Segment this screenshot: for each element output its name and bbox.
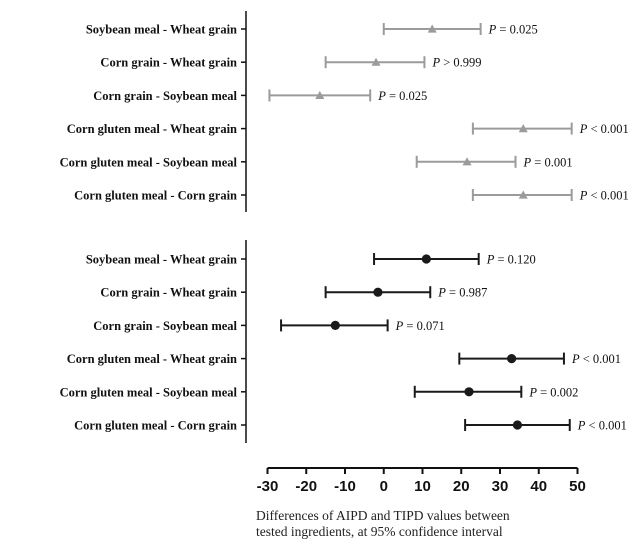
p-value-text: = 0.025 (386, 89, 427, 103)
x-axis-title: tested ingredients, at 95% confidence in… (256, 524, 503, 539)
p-value-text: = 0.025 (496, 23, 537, 37)
p-value-label: P = 0.002 (528, 385, 578, 399)
p-value-label: P < 0.001 (579, 189, 629, 203)
p-value-text: = 0.120 (494, 253, 535, 267)
estimate-point (462, 157, 472, 166)
p-value-symbol: P (437, 286, 446, 300)
p-value-symbol: P (488, 23, 497, 37)
p-value-symbol: P (395, 319, 404, 333)
estimate-point (421, 254, 431, 264)
p-value-label: P = 0.987 (437, 286, 487, 300)
x-tick-label: -20 (295, 478, 317, 495)
p-value-label: P = 0.001 (523, 155, 573, 169)
p-value-text: < 0.001 (580, 352, 621, 366)
category-label: Corn grain - Soybean meal (93, 319, 237, 333)
estimate-point (518, 124, 528, 133)
p-value-text: > 0.999 (440, 56, 481, 70)
p-value-label: P = 0.071 (395, 319, 445, 333)
category-label: Corn gluten meal - Wheat grain (67, 352, 237, 366)
p-value-label: P = 0.120 (486, 253, 536, 267)
p-value-text: = 0.071 (403, 319, 444, 333)
p-value-symbol: P (579, 122, 588, 136)
x-tick-label: 50 (569, 478, 586, 495)
x-tick-label: 10 (414, 478, 431, 495)
p-value-text: = 0.987 (446, 286, 487, 300)
x-tick-label: 40 (530, 478, 547, 495)
category-label: Corn grain - Wheat grain (100, 286, 237, 300)
p-value-label: P < 0.001 (577, 419, 627, 433)
estimate-point (427, 24, 437, 33)
p-value-symbol: P (577, 419, 586, 433)
p-value-symbol: P (571, 352, 580, 366)
p-value-text: < 0.001 (587, 189, 628, 203)
category-label: Corn gluten meal - Corn grain (74, 419, 237, 433)
category-label: Corn gluten meal - Soybean meal (60, 155, 238, 169)
estimate-point (371, 57, 381, 66)
p-value-symbol: P (486, 253, 495, 267)
category-label: Soybean meal - Wheat grain (86, 23, 237, 37)
category-label: Soybean meal - Wheat grain (86, 253, 237, 267)
category-label: Corn grain - Wheat grain (100, 56, 237, 70)
p-value-symbol: P (523, 155, 532, 169)
x-tick-label: 0 (380, 478, 388, 495)
category-label: Corn gluten meal - Soybean meal (60, 385, 238, 399)
p-value-symbol: P (528, 385, 537, 399)
p-value-text: = 0.001 (531, 155, 572, 169)
x-tick-label: 20 (453, 478, 470, 495)
estimate-point (518, 190, 528, 199)
estimate-point (373, 287, 383, 297)
estimate-point (507, 354, 517, 364)
x-tick-label: 30 (492, 478, 509, 495)
estimate-point (512, 420, 523, 430)
p-value-label: P > 0.999 (431, 56, 481, 70)
p-value-text: < 0.001 (585, 419, 626, 433)
x-axis-title: Differences of AIPD and TIPD values betw… (256, 508, 510, 523)
p-value-symbol: P (579, 189, 588, 203)
p-value-text: = 0.002 (537, 385, 578, 399)
estimate-point (315, 90, 325, 99)
category-label: Corn gluten meal - Corn grain (74, 189, 237, 203)
category-label: Corn grain - Soybean meal (93, 89, 237, 103)
p-value-symbol: P (431, 56, 440, 70)
category-label: Corn gluten meal - Wheat grain (67, 122, 237, 136)
x-tick-label: -30 (257, 478, 279, 495)
p-value-label: P = 0.025 (488, 23, 538, 37)
p-value-symbol: P (377, 89, 386, 103)
x-tick-label: -10 (334, 478, 356, 495)
estimate-point (464, 387, 474, 397)
p-value-label: P < 0.001 (571, 352, 621, 366)
p-value-label: P < 0.001 (579, 122, 629, 136)
estimate-point (330, 320, 340, 330)
p-value-text: < 0.001 (587, 122, 628, 136)
p-value-label: P = 0.025 (377, 89, 427, 103)
